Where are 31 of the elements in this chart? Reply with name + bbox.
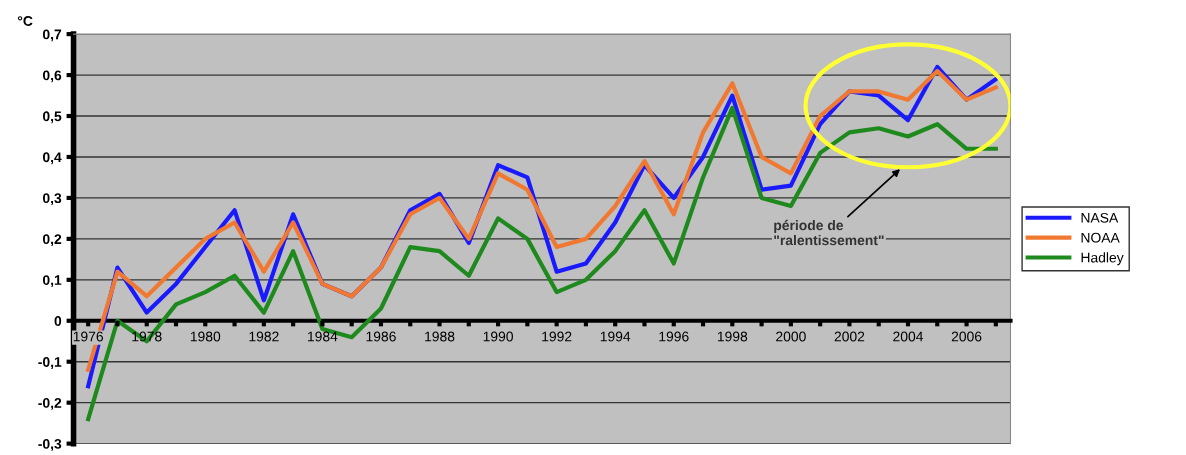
y-tick-label: 0,3 — [42, 193, 62, 206]
legend-label: NOAA — [1081, 232, 1120, 243]
x-tick-label: 1984 — [308, 331, 338, 342]
x-tick-label: 1986 — [366, 331, 396, 342]
y-tick-label: 0,2 — [42, 234, 62, 247]
x-tick-label: 2000 — [776, 331, 806, 342]
x-tick-label: 2004 — [893, 331, 924, 342]
x-tick-label: 1992 — [542, 331, 572, 342]
y-tick-label: 0,4 — [42, 152, 62, 165]
y-tick-label: -0,1 — [38, 357, 62, 369]
y-tick-label: -0,3 — [38, 438, 62, 451]
x-tick-label: 2006 — [951, 331, 982, 342]
x-tick-label: 1982 — [249, 331, 279, 342]
x-tick-label: 1996 — [659, 331, 689, 342]
y-tick-label: 0,5 — [42, 111, 62, 124]
x-tick-label: 1980 — [190, 331, 221, 342]
y-tick-label: 0,1 — [42, 275, 62, 288]
y-tick-label: -0,2 — [38, 398, 62, 410]
legend-label: Hadley — [1081, 252, 1124, 266]
y-tick-label: 0 — [54, 316, 62, 326]
x-tick-label: 1988 — [425, 331, 455, 342]
x-tick-label: 1998 — [717, 331, 748, 342]
x-tick-label: 2002 — [834, 331, 865, 342]
x-tick-label: 1994 — [600, 331, 631, 342]
x-tick-label: 1976 — [73, 331, 104, 342]
annotation: période de "ralentissement" — [774, 219, 884, 246]
y-tick-label: 0,6 — [42, 70, 62, 83]
legend-label: NASA — [1081, 212, 1119, 223]
y-axis-title: °C — [17, 16, 33, 26]
x-tick-label: 1990 — [483, 331, 513, 342]
y-tick-label: 0,7 — [42, 29, 62, 42]
